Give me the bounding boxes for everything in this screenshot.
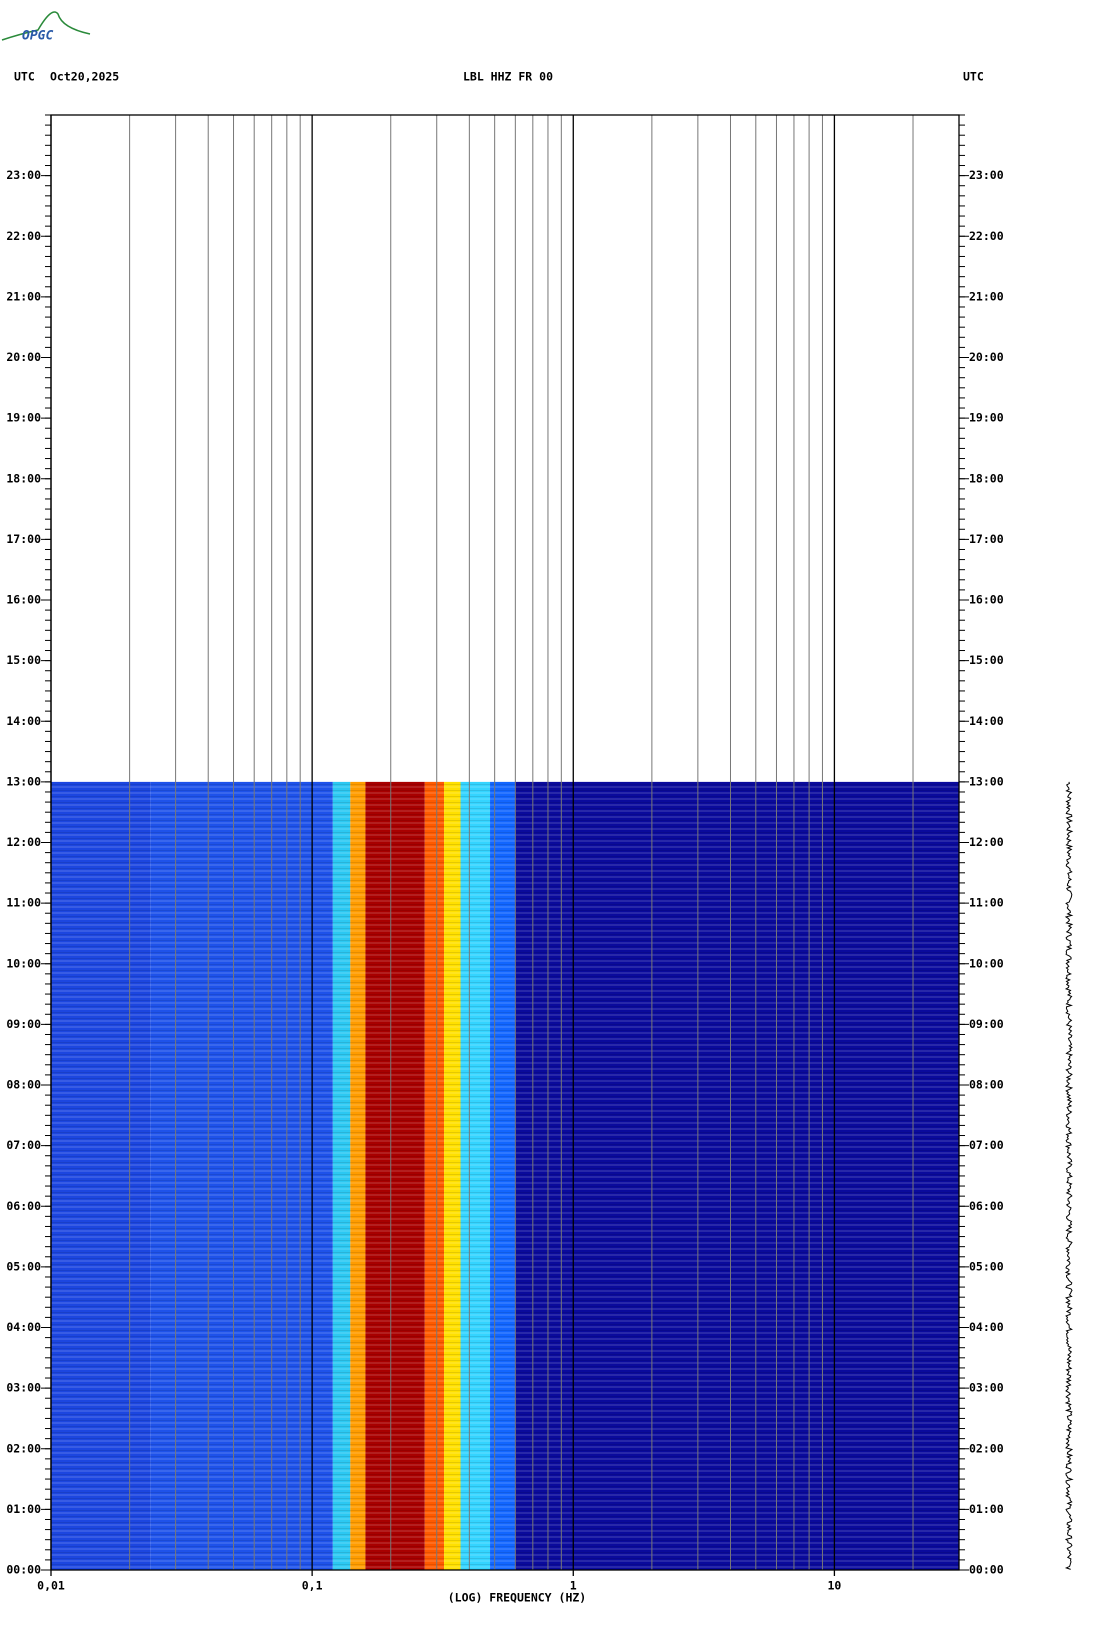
y-tick-label: 12:00 — [969, 835, 1004, 849]
y-tick-label: 18:00 — [6, 471, 41, 485]
y-tick-label: 18:00 — [969, 471, 1004, 485]
y-tick-label: 06:00 — [969, 1199, 1004, 1213]
left-label: UTC — [14, 70, 35, 84]
y-tick-label: 06:00 — [6, 1199, 41, 1213]
logo: OPGC — [1, 11, 91, 44]
chart-title: LBL HHZ FR 00 — [463, 70, 553, 84]
y-tick-label: 07:00 — [6, 1138, 41, 1152]
y-tick-label: 00:00 — [6, 1563, 41, 1577]
y-tick-label: 00:00 — [969, 1563, 1004, 1577]
y-tick-label: 17:00 — [6, 532, 41, 546]
y-tick-label: 22:00 — [969, 229, 1004, 243]
y-tick-label: 15:00 — [6, 653, 41, 667]
date: Oct20,2025 — [50, 70, 119, 84]
y-tick-label: 20:00 — [6, 350, 41, 364]
y-tick-label: 04:00 — [6, 1320, 41, 1334]
x-axis-label: (LOG) FREQUENCY (HZ) — [448, 1591, 586, 1605]
y-tick-label: 10:00 — [969, 956, 1004, 970]
y-tick-label: 08:00 — [6, 1078, 41, 1092]
x-tick-label: 10 — [827, 1579, 841, 1593]
y-tick-label: 21:00 — [6, 289, 41, 303]
y-tick-label: 16:00 — [6, 593, 41, 607]
y-tick-label: 03:00 — [6, 1381, 41, 1395]
y-tick-label: 11:00 — [969, 896, 1004, 910]
y-tick-label: 20:00 — [969, 350, 1004, 364]
y-tick-label: 01:00 — [969, 1502, 1004, 1516]
x-tick-label: 0,01 — [37, 1579, 65, 1593]
logo-text: OPGC — [22, 29, 53, 44]
y-tick-label: 19:00 — [6, 411, 41, 425]
y-tick-label: 14:00 — [969, 714, 1004, 728]
y-tick-label: 09:00 — [969, 1017, 1004, 1031]
x-tick-label: 1 — [570, 1579, 577, 1593]
y-tick-label: 05:00 — [969, 1259, 1004, 1273]
y-tick-label: 01:00 — [6, 1502, 41, 1516]
y-tick-label: 10:00 — [6, 956, 41, 970]
y-tick-label: 19:00 — [969, 411, 1004, 425]
y-tick-label: 16:00 — [969, 593, 1004, 607]
y-tick-label: 08:00 — [969, 1078, 1004, 1092]
y-tick-label: 03:00 — [969, 1381, 1004, 1395]
y-tick-label: 22:00 — [6, 229, 41, 243]
y-tick-label: 13:00 — [969, 774, 1004, 788]
seismic-trace — [1064, 781, 1074, 1570]
y-tick-label: 05:00 — [6, 1259, 41, 1273]
y-tick-label: 21:00 — [969, 289, 1004, 303]
y-tick-label: 07:00 — [969, 1138, 1004, 1152]
y-tick-label: 02:00 — [6, 1441, 41, 1455]
y-tick-label: 13:00 — [6, 774, 41, 788]
y-tick-label: 11:00 — [6, 896, 41, 910]
right-label: UTC — [963, 70, 984, 84]
y-tick-label: 17:00 — [969, 532, 1004, 546]
y-tick-label: 12:00 — [6, 835, 41, 849]
texture — [51, 781, 959, 1570]
y-tick-label: 09:00 — [6, 1017, 41, 1031]
y-tick-label: 14:00 — [6, 714, 41, 728]
x-tick-label: 0,1 — [302, 1579, 323, 1593]
y-tick-label: 04:00 — [969, 1320, 1004, 1334]
y-tick-label: 02:00 — [969, 1441, 1004, 1455]
y-tick-label: 15:00 — [969, 653, 1004, 667]
y-tick-label: 23:00 — [969, 168, 1004, 182]
y-tick-label: 23:00 — [6, 168, 41, 182]
